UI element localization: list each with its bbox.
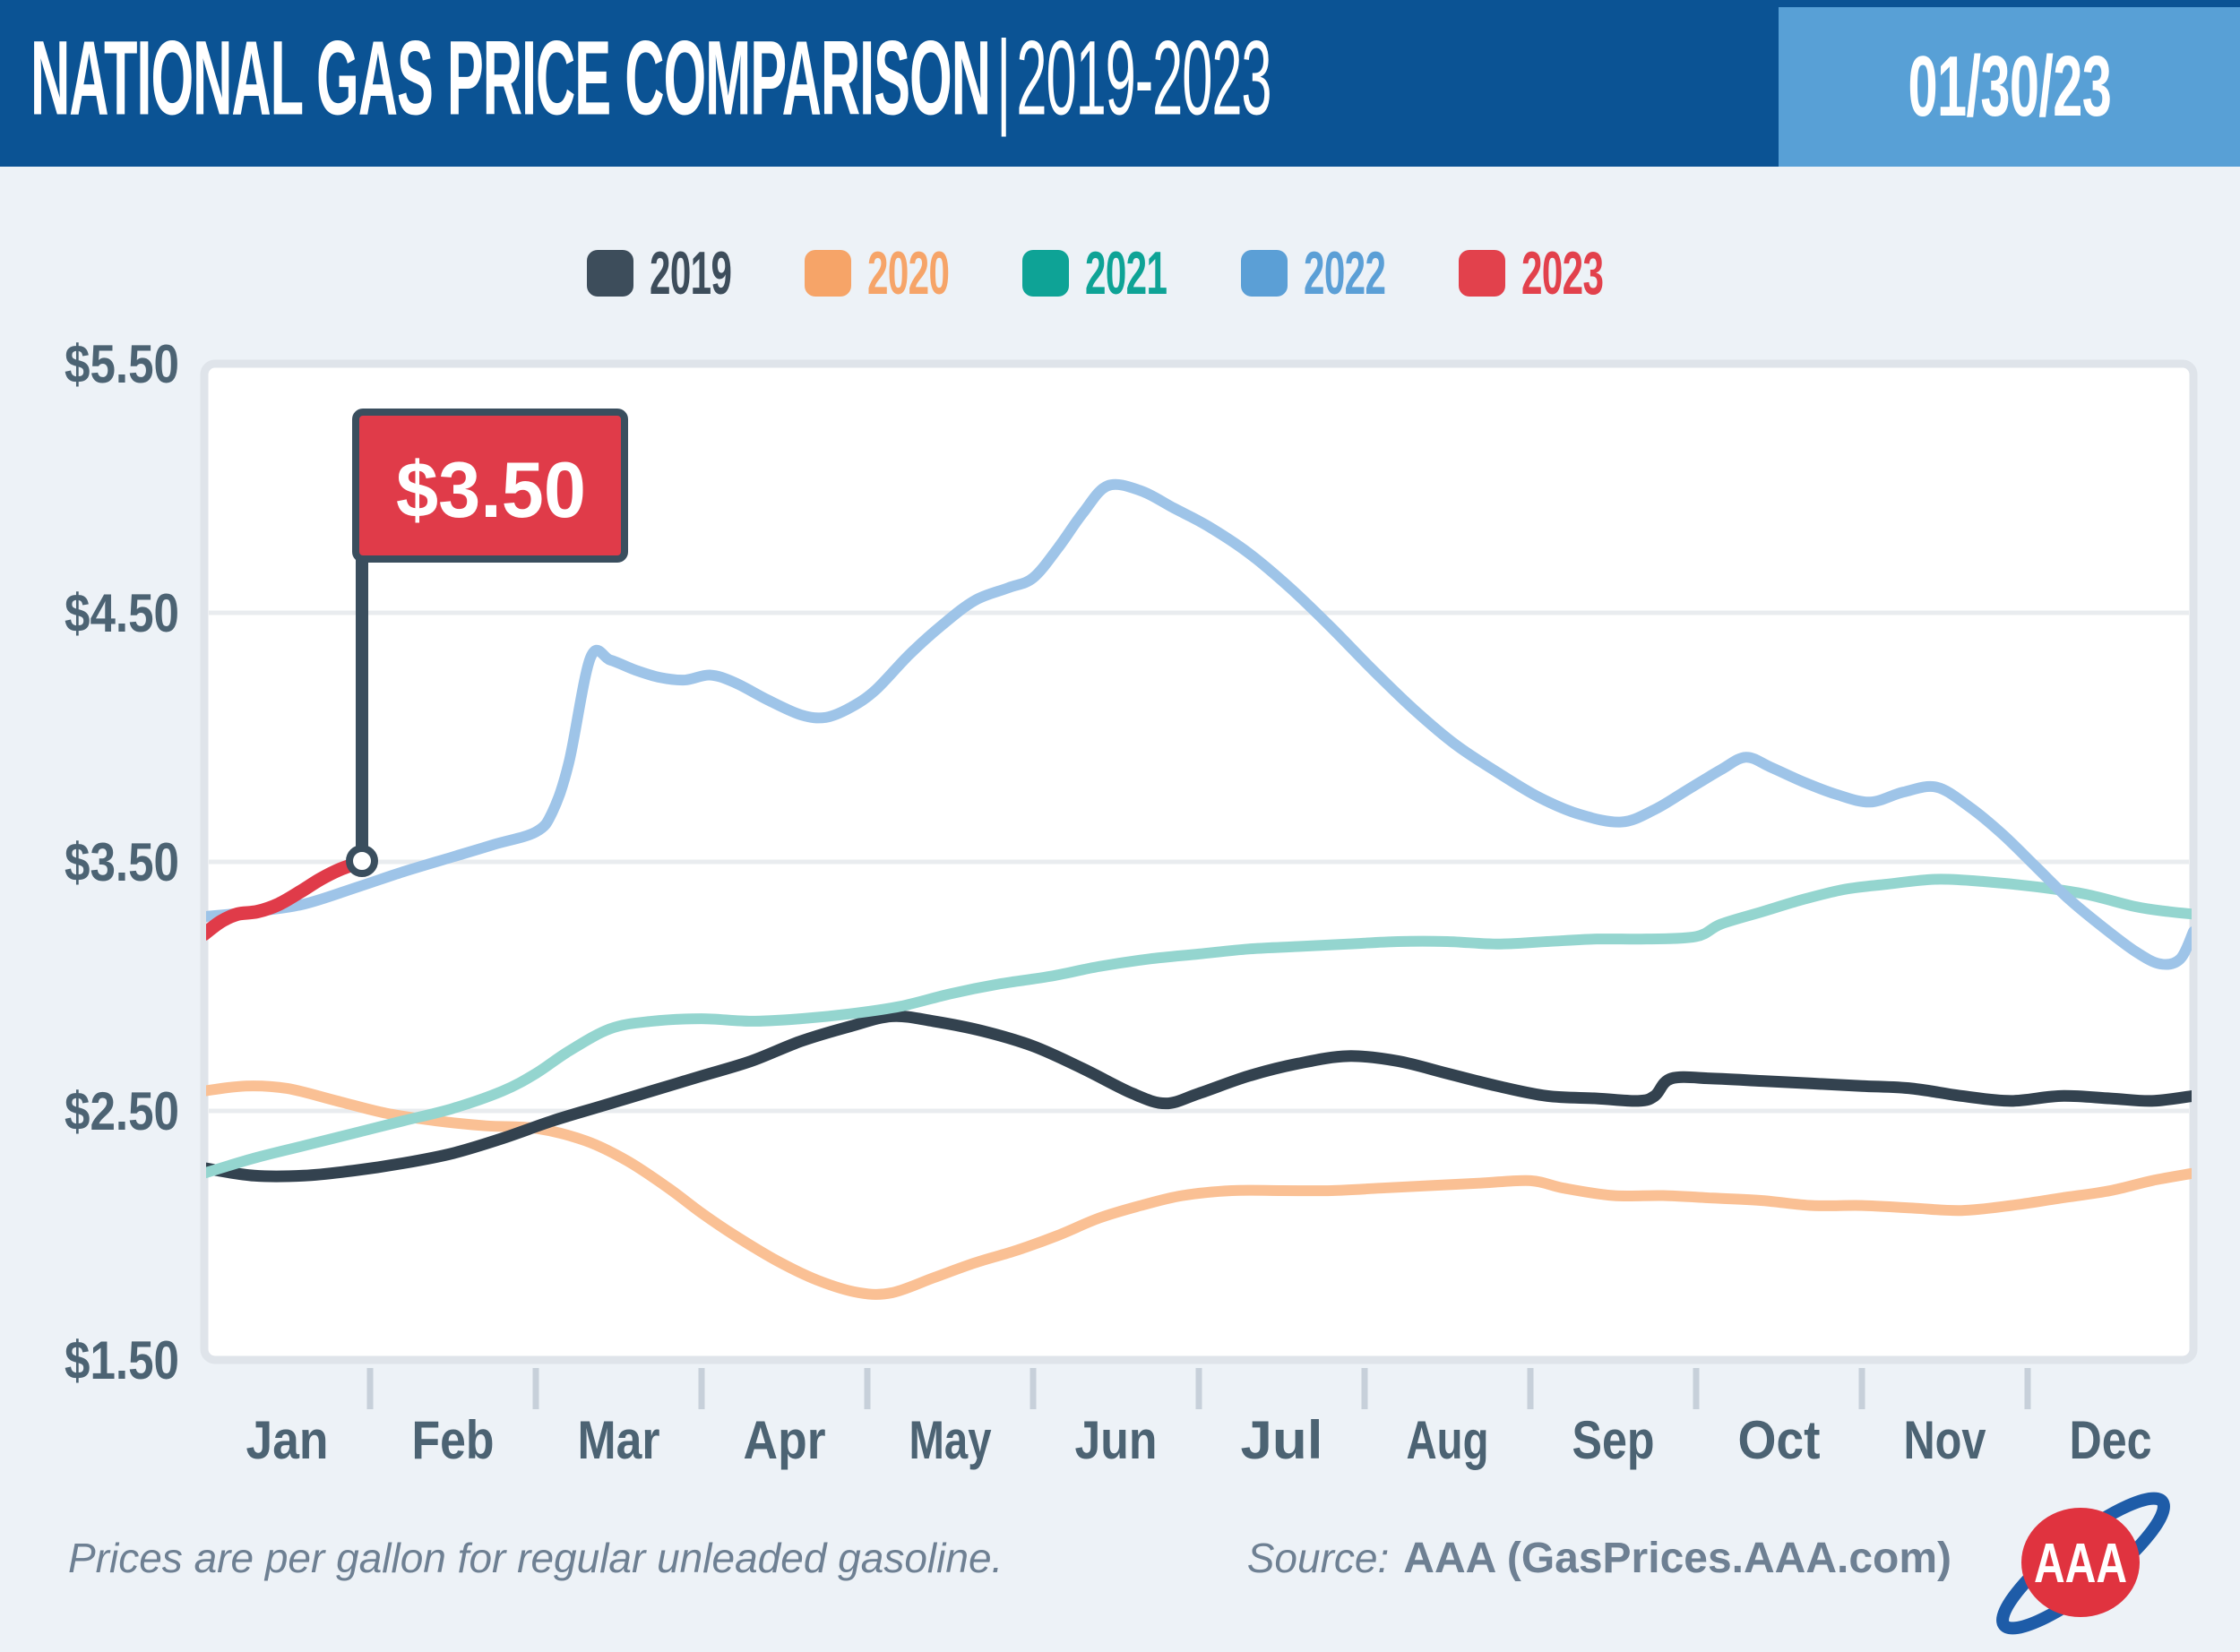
- footnote: Prices are per gallon for regular unlead…: [68, 1535, 1004, 1581]
- date-badge: 01/30/23: [1779, 7, 2240, 167]
- logo-text: AAA: [2034, 1533, 2127, 1595]
- series-line-2020: [206, 1080, 2192, 1300]
- y-axis-labels: $1.50 $2.50 $3.50 $4.50 $5.50: [65, 334, 179, 1390]
- legend-swatch-2019: [586, 250, 633, 297]
- logo-oval: [2021, 1508, 2140, 1617]
- legend-swatch-2023: [1458, 250, 1505, 297]
- series-lines: [206, 478, 2192, 1300]
- legend-swatch-2021: [1022, 250, 1070, 297]
- x-tick-label-jun: Jun: [1075, 1410, 1158, 1470]
- legend-swatch-2020: [805, 250, 852, 297]
- series-line-2021: [206, 873, 2192, 1179]
- legend-label: 2020: [867, 239, 950, 307]
- x-tick-label-feb: Feb: [412, 1410, 495, 1470]
- series-line-2023: [206, 855, 369, 942]
- gridlines: [209, 610, 2189, 1114]
- y-tick-label: $4.50: [65, 583, 179, 643]
- x-tick-label-sep: Sep: [1572, 1410, 1655, 1470]
- y-tick-label: $2.50: [65, 1081, 179, 1141]
- source-credit: Source: AAA (GasPrices.AAA.com): [1247, 1534, 1951, 1583]
- x-tick-label-aug: Aug: [1407, 1410, 1489, 1470]
- legend-item-2020: 2020: [805, 238, 999, 308]
- legend-swatch-2022: [1240, 250, 1288, 297]
- series-line-2019: [206, 1010, 2192, 1183]
- aaa-logo: AAA: [1996, 1492, 2170, 1635]
- legend-item-2021: 2021: [1022, 238, 1217, 308]
- x-tick-label-dec: Dec: [2070, 1410, 2152, 1470]
- legend-label: 2019: [649, 239, 732, 307]
- x-tick-label-oct: Oct: [1738, 1410, 1821, 1470]
- x-tick-label-jul: Jul: [1241, 1410, 1323, 1470]
- legend-item-2019: 2019: [586, 238, 781, 308]
- title-separator: |: [996, 19, 1011, 138]
- x-tick-label-nov: Nov: [1904, 1410, 1987, 1470]
- y-tick-label: $1.50: [65, 1330, 179, 1390]
- legend-item-2023: 2023: [1458, 238, 1653, 308]
- x-axis-labels: Jan Feb Mar Apr May Jun Jul Aug Sep Oct Nov Dec: [246, 1410, 2152, 1470]
- legend-label: 2023: [1521, 239, 1604, 307]
- y-tick-label: $5.50: [65, 334, 179, 394]
- legend-label: 2022: [1303, 239, 1386, 307]
- x-tick-label-jan: Jan: [246, 1410, 329, 1470]
- date-badge-text: 01/30/23: [1908, 39, 2111, 134]
- y-tick-label: $3.50: [65, 832, 179, 892]
- flag-banner: [352, 409, 628, 563]
- source-text: AAA (GasPrices.AAA.com): [1403, 1535, 1951, 1582]
- title-range: 2019-2023: [1016, 19, 1271, 138]
- legend-item-2022: 2022: [1240, 238, 1435, 308]
- x-tick-label-may: May: [909, 1410, 992, 1470]
- x-tick-label-mar: Mar: [578, 1410, 660, 1470]
- flag-price-label: $3.50: [396, 445, 586, 534]
- x-tick-label-apr: Apr: [744, 1410, 826, 1470]
- legend-label: 2021: [1085, 239, 1167, 307]
- month-ticks: [366, 1368, 2031, 1409]
- header-bar: NATIONAL GAS PRICE COMPARISON|2019-2023 …: [0, 0, 2240, 167]
- source-prefix: Source:: [1246, 1535, 1390, 1581]
- series-line-2022: [206, 478, 2192, 970]
- chart-legend: 2019 2020 2021 2022 2023: [0, 238, 2240, 308]
- title-main: NATIONAL GAS PRICE COMPARISON: [30, 19, 991, 138]
- price-flag-annotation: $3.50: [346, 409, 628, 877]
- page-title: NATIONAL GAS PRICE COMPARISON|2019-2023: [30, 18, 1272, 140]
- flag-anchor-marker: [346, 845, 378, 877]
